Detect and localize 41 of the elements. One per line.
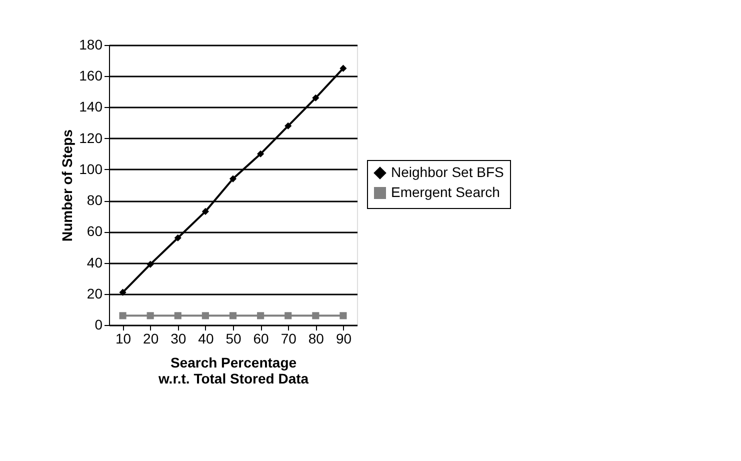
- y-tick-label: 120: [79, 130, 103, 146]
- point: [202, 208, 209, 215]
- y-tick-label: 160: [79, 68, 103, 84]
- y-tick-label: 80: [86, 192, 103, 208]
- point: [257, 150, 264, 158]
- y-tick-label: 0: [94, 316, 103, 332]
- point: [340, 312, 347, 320]
- x-tick-label: 10: [115, 330, 132, 346]
- x-tick-label: 40: [198, 330, 214, 346]
- point: [229, 175, 237, 182]
- point: [284, 122, 292, 130]
- point: [312, 312, 320, 320]
- point: [146, 312, 154, 320]
- x-tick-label: 30: [170, 330, 186, 346]
- x-tick-label: 90: [336, 330, 352, 346]
- point: [340, 64, 347, 72]
- x-tick-label: 60: [253, 330, 270, 346]
- point: [174, 312, 182, 320]
- y-tick-label: 20: [86, 285, 103, 302]
- point: [202, 312, 209, 320]
- point: [119, 312, 126, 320]
- x-tick-label: 50: [226, 330, 242, 346]
- point: [229, 312, 237, 320]
- y-tick-label: 140: [79, 98, 103, 115]
- point: [257, 312, 264, 320]
- x-tick-label: 80: [308, 330, 324, 346]
- point: [284, 312, 292, 320]
- point: [146, 260, 154, 268]
- x-tick-label: 70: [280, 330, 297, 346]
- x-axis-title: Search Percentage w.r.t. Total Stored Data: [157, 354, 309, 386]
- point: [174, 234, 182, 242]
- point: [119, 288, 126, 296]
- y-tick-label: 100: [79, 160, 103, 177]
- y-tick-label: 40: [86, 254, 103, 270]
- y-axis-title: Number of Steps: [59, 129, 76, 242]
- point: [312, 94, 320, 102]
- legend-label: Neighbor Set BFS: [391, 164, 504, 180]
- y-tick-label: 60: [86, 223, 103, 240]
- legend-label: Emergent Search: [391, 184, 500, 200]
- y-tick-label: 180: [79, 36, 103, 52]
- x-tick-label: 20: [143, 330, 159, 346]
